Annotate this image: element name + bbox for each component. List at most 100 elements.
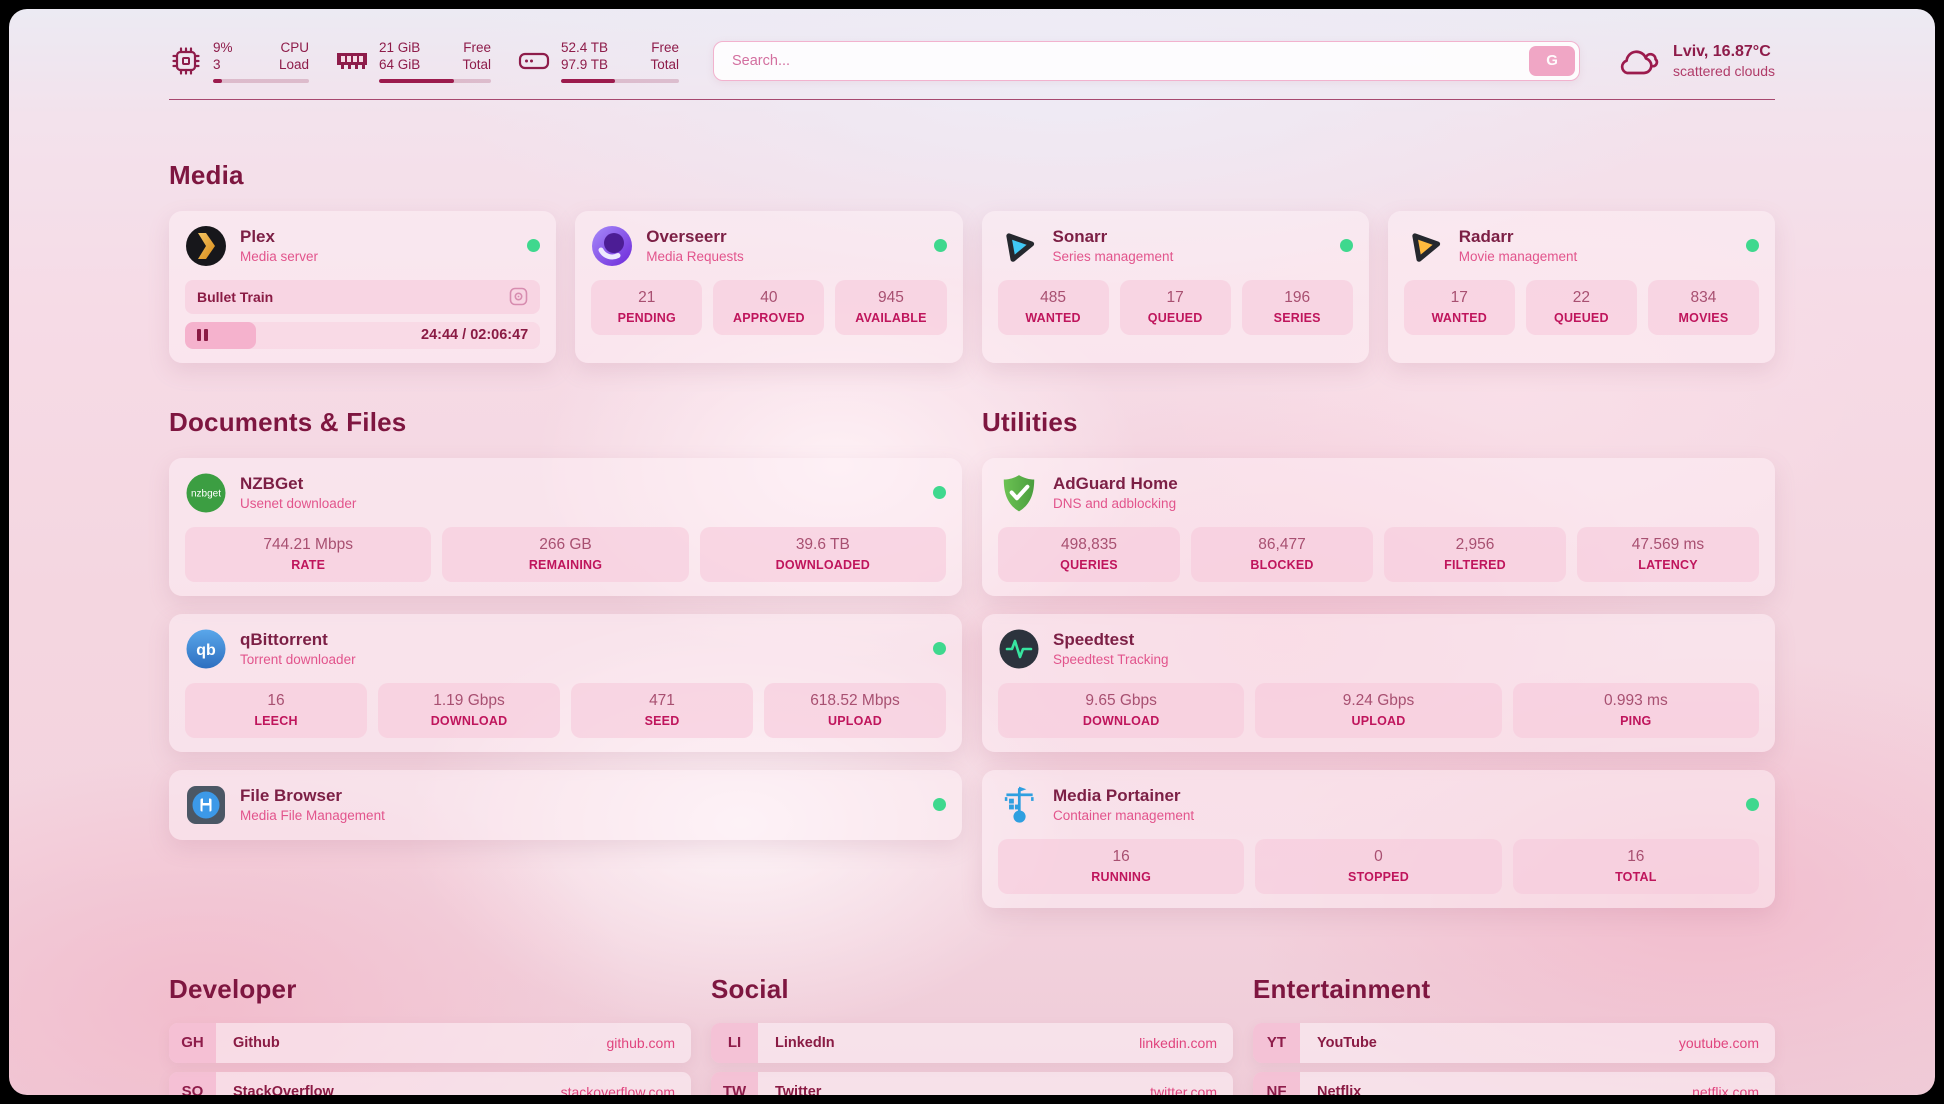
section-title-entertainment: Entertainment [1253, 973, 1431, 1004]
section-title-media: Media [169, 159, 244, 190]
radarr-app-tile[interactable]: Radarr Movie management [1404, 225, 1759, 267]
sonarr-app-tile[interactable]: Sonarr Series management [998, 225, 1353, 267]
speedtest-app-tile[interactable]: Speedtest Speedtest Tracking [998, 628, 1759, 670]
sonarr-status-dot [1339, 239, 1353, 253]
stat-box: 9.65 Gbps DOWNLOAD [998, 682, 1245, 738]
filebrowser-name: File Browser [240, 786, 343, 806]
radarr-icon [1404, 225, 1446, 267]
ram-free-label: Free [463, 40, 491, 55]
speedtest-subtitle: Speedtest Tracking [1053, 652, 1169, 668]
qbittorrent-stats: 16 LEECH 1.19 Gbps DOWNLOAD 471 SEED 618… [185, 682, 946, 738]
ram-icon [337, 52, 367, 69]
pause-icon[interactable] [197, 329, 208, 342]
adguard-subtitle: DNS and adblocking [1053, 496, 1177, 512]
stat-box: 21 PENDING [591, 279, 703, 335]
ram-stat: 21 GiB 64 GiB Free Total [335, 39, 491, 83]
adguard-app-tile[interactable]: AdGuard Home DNS and adblocking [998, 472, 1759, 514]
search-engine-button[interactable]: G [1529, 45, 1576, 76]
bookmark-twitter[interactable]: TW Twitter twitter.com [711, 1071, 1233, 1095]
plex-playback-progress: 24:44 / 02:06:47 [185, 321, 541, 349]
qbittorrent-status-dot [933, 642, 946, 656]
bookmark-github[interactable]: GH Github github.com [169, 1022, 691, 1063]
stat-box: 17 WANTED [1403, 279, 1515, 335]
ram-total-value: 64 GiB [379, 57, 421, 73]
disk-total-label: Total [650, 57, 679, 73]
linkedin-abbr-icon: LI [711, 1022, 758, 1063]
stat-box: 16 RUNNING [998, 838, 1245, 894]
overseerr-card: Overseerr Media Requests 21 PENDING 40 A… [575, 210, 963, 363]
twitter-abbr-icon: TW [711, 1071, 758, 1095]
cloud-icon [1620, 50, 1659, 75]
radarr-status-dot [1746, 239, 1759, 253]
bookmark-linkedin[interactable]: LI LinkedIn linkedin.com [711, 1022, 1233, 1063]
filebrowser-icon [185, 784, 227, 826]
overseerr-stats: 21 PENDING 40 APPROVED 945 AVAILABLE [591, 279, 947, 335]
stat-box: 17 QUEUED [1119, 279, 1231, 335]
bookmark-stackoverflow[interactable]: SO StackOverflow stackoverflow.com [169, 1071, 691, 1095]
cpu-usage-label: CPU [280, 40, 309, 55]
stat-box: 0.993 ms PING [1512, 682, 1759, 738]
qbittorrent-app-tile[interactable]: qb qBittorrent Torrent downloader [185, 628, 946, 670]
bookmark-youtube[interactable]: YT YouTube youtube.com [1253, 1022, 1775, 1063]
stat-box: 834 MOVIES [1647, 279, 1759, 335]
adguard-card: AdGuard Home DNS and adblocking 498,835 … [982, 457, 1775, 596]
social-section: Social LI LinkedIn linkedin.com TW Twitt… [711, 974, 1233, 1095]
plex-playback-time: 24:44 / 02:06:47 [421, 327, 529, 344]
filebrowser-app-tile[interactable]: File Browser Media File Management [185, 784, 946, 826]
svg-text:nzbget: nzbget [191, 488, 221, 499]
cpu-usage-value: 9% [213, 40, 233, 55]
plex-card: Plex Media server Bullet Train 24:44 / 0… [169, 210, 557, 363]
nzbget-app-tile[interactable]: nzbget NZBGet Usenet downloader [185, 472, 946, 514]
stat-box: 40 APPROVED [713, 279, 825, 335]
developer-section: Developer GH Github github.com SO StackO… [169, 974, 691, 1095]
ram-free-value: 21 GiB [379, 40, 421, 55]
plex-app-tile[interactable]: Plex Media server [185, 225, 541, 267]
section-title-utilities: Utilities [982, 406, 1078, 437]
ram-progress-bar [379, 78, 491, 83]
system-stats: 9% 3 CPU Load [169, 39, 679, 83]
documents-column: Documents & Files nzbget NZBGet Usenet d… [169, 407, 962, 840]
cpu-stat: 9% 3 CPU Load [169, 39, 309, 83]
stat-box: 618.52 Mbps UPLOAD [764, 682, 946, 738]
stat-box: 0 STOPPED [1255, 838, 1502, 894]
stat-box: 16 TOTAL [1512, 838, 1759, 894]
header-divider [169, 98, 1775, 100]
stackoverflow-abbr-icon: SO [169, 1071, 216, 1095]
plex-name: Plex [240, 227, 275, 247]
section-title-social: Social [711, 973, 789, 1004]
search-bar: G [713, 40, 1581, 81]
filebrowser-subtitle: Media File Management [240, 808, 385, 824]
overseerr-app-tile[interactable]: Overseerr Media Requests [591, 225, 947, 267]
ram-total-label: Total [462, 57, 491, 73]
svg-text:qb: qb [196, 642, 216, 659]
session-icon [509, 287, 528, 306]
speedtest-card: Speedtest Speedtest Tracking 9.65 Gbps D… [982, 613, 1775, 752]
plex-subtitle: Media server [240, 249, 319, 265]
radarr-subtitle: Movie management [1458, 249, 1578, 265]
disk-icon [518, 52, 550, 69]
disk-free-value: 52.4 TB [561, 40, 609, 55]
plex-now-playing-title: Bullet Train [197, 288, 274, 305]
disk-total-value: 97.9 TB [561, 57, 609, 73]
stat-box: 2,956 FILTERED [1384, 526, 1566, 582]
bookmark-netflix[interactable]: NF Netflix netflix.com [1253, 1071, 1775, 1095]
cpu-progress-bar [213, 78, 309, 83]
plex-icon [185, 225, 227, 267]
qbittorrent-subtitle: Torrent downloader [240, 652, 356, 668]
radarr-stats: 17 WANTED 22 QUEUED 834 MOVIES [1403, 279, 1759, 335]
qbittorrent-icon: qb [185, 628, 227, 670]
nzbget-subtitle: Usenet downloader [240, 496, 357, 512]
nzbget-stats: 744.21 Mbps RATE 266 GB REMAINING 39.6 T… [185, 526, 946, 582]
disk-stat: 52.4 TB 97.9 TB Free Total [517, 39, 679, 83]
nzbget-status-dot [933, 486, 946, 500]
overseerr-name: Overseerr [646, 227, 727, 247]
filebrowser-card: File Browser Media File Management [169, 769, 962, 840]
stat-box: 22 QUEUED [1525, 279, 1637, 335]
portainer-app-tile[interactable]: Media Portainer Container management [998, 784, 1759, 826]
speedtest-icon [998, 628, 1040, 670]
adguard-name: AdGuard Home [1053, 474, 1178, 494]
stat-box: 485 WANTED [997, 279, 1109, 335]
search-input[interactable] [713, 40, 1581, 81]
plex-now-playing: Bullet Train [185, 279, 541, 314]
